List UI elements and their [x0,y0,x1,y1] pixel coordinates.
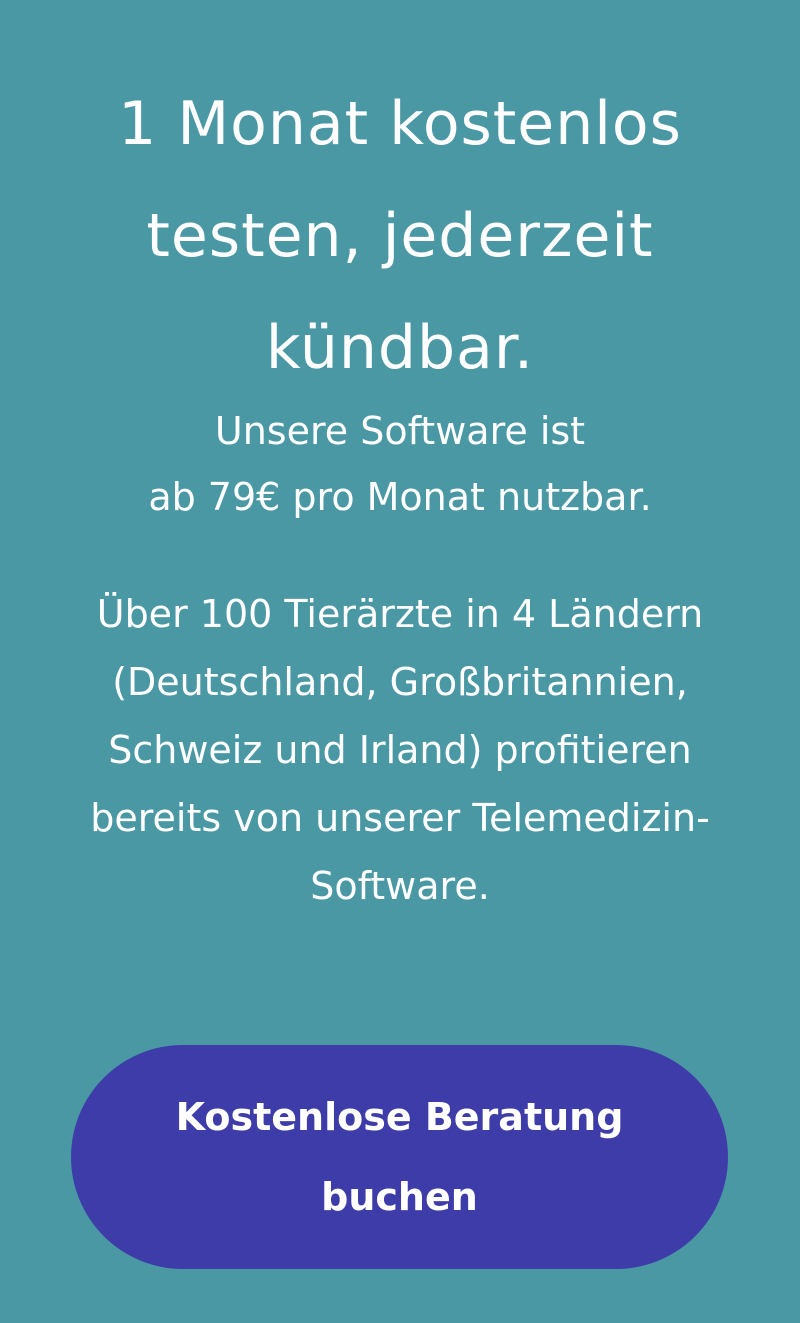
body-text: Über 100 Tierärzte in 4 Ländern (Deutsch… [90,592,710,908]
pricing-line-2: ab 79€ pro Monat nutzbar. [148,475,652,519]
book-consultation-button[interactable]: Kostenlose Beratung buchen [71,1045,728,1269]
pricing-text: Unsere Software ist ab 79€ pro Monat nutz… [60,398,740,530]
pricing-line-1: Unsere Software ist [214,409,586,453]
headline: 1 Monat kostenlos testen, jederzeit künd… [118,89,682,383]
